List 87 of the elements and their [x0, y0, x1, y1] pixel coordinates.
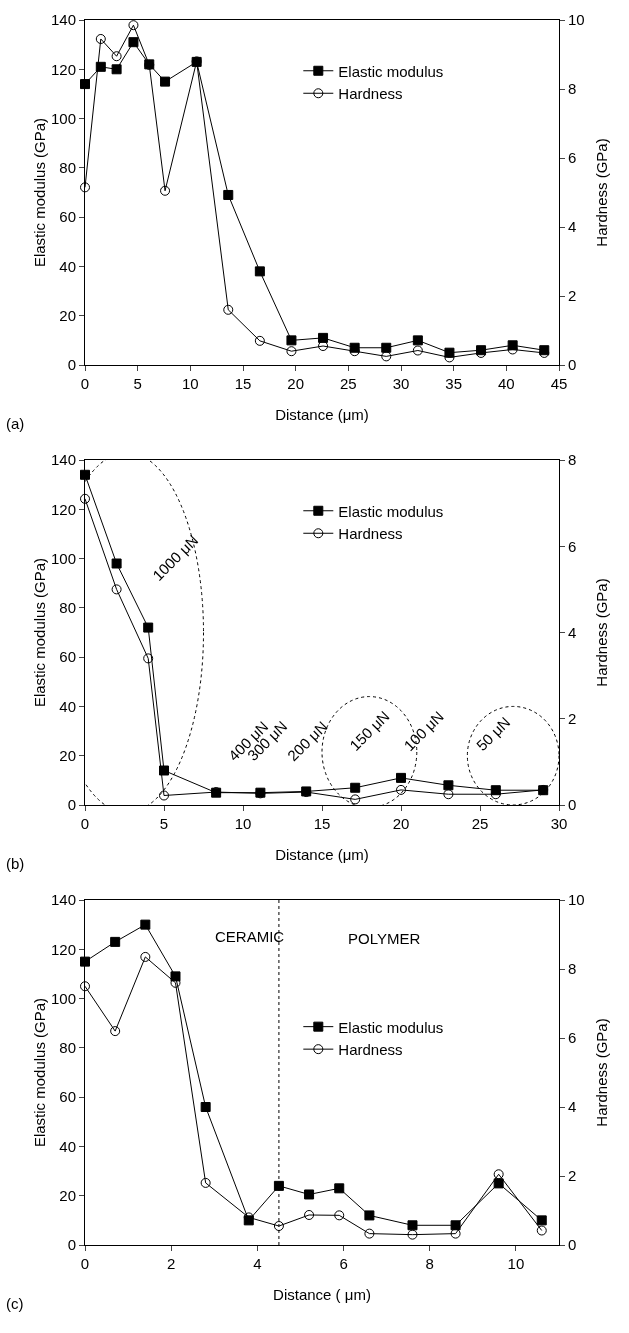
annotation: 150 μN: [346, 707, 393, 754]
y-axis-title: Elastic modulus (GPa): [31, 997, 48, 1148]
y-tick-label: 20: [59, 306, 76, 324]
y2-tick-label: 0: [568, 1236, 577, 1254]
legend-label: Hardness: [338, 85, 403, 103]
y2-tick-label: 6: [568, 149, 577, 167]
x-tick-label: 35: [445, 375, 463, 392]
y-tick-label: 140: [50, 11, 76, 29]
y-tick-label: 20: [59, 1186, 76, 1204]
y-tick-label: 0: [67, 1236, 76, 1254]
y-tick-label: 100: [50, 549, 76, 567]
y-tick-label: 60: [59, 1088, 76, 1106]
annotation: POLYMER: [348, 930, 421, 947]
legend-label: Elastic modulus: [338, 62, 444, 80]
text: (c): [6, 1295, 24, 1312]
x-tick-label: 15: [234, 375, 252, 392]
y2-axis-title: Hardness (GPa): [592, 138, 610, 247]
x-tick-label: 2: [167, 1255, 176, 1272]
x-tick-label: 20: [392, 815, 410, 832]
legend-label: Elastic modulus: [338, 1018, 444, 1036]
text: (a): [6, 415, 25, 432]
y-tick-label: 80: [59, 159, 76, 177]
x-tick-label: 5: [133, 375, 142, 392]
y-axis-title: Elastic modulus (GPa): [31, 117, 48, 268]
x-tick-label: 0: [80, 375, 90, 392]
text: (b): [6, 855, 25, 872]
y2-tick-label: 6: [568, 1029, 577, 1047]
x-tick-label: 0: [80, 1255, 90, 1272]
legend-label: Hardness: [338, 525, 403, 543]
x-tick-label: 6: [339, 1255, 348, 1272]
y2-tick-label: 8: [568, 451, 577, 469]
y-axis-title: Elastic modulus (GPa): [31, 557, 48, 708]
y-tick-label: 0: [67, 796, 76, 814]
y-tick-label: 40: [59, 1137, 76, 1155]
x-tick-label: 10: [234, 815, 252, 832]
y2-tick-label: 4: [568, 218, 577, 236]
x-tick-label: 10: [507, 1255, 525, 1272]
y-tick-label: 0: [67, 356, 76, 374]
x-tick-label: 30: [392, 375, 410, 392]
y-tick-label: 140: [50, 451, 76, 469]
x-tick-label: 5: [159, 815, 169, 832]
y2-tick-label: 10: [568, 891, 585, 909]
x-axis-title: Distance (μm): [275, 406, 369, 423]
y2-tick-label: 6: [568, 537, 577, 555]
y-tick-label: 20: [59, 746, 76, 764]
legend-label: Elastic modulus: [338, 502, 444, 520]
y-tick-label: 140: [50, 891, 76, 909]
x-tick-label: 15: [313, 815, 331, 832]
y2-tick-label: 4: [568, 1098, 577, 1116]
y2-tick-label: 10: [568, 11, 585, 29]
x-tick-label: 10: [181, 375, 199, 392]
x-tick-label: 8: [425, 1255, 434, 1272]
x-tick-label: 30: [550, 815, 568, 832]
x-tick-label: 0: [80, 815, 90, 832]
y2-tick-label: 2: [568, 1167, 577, 1185]
y-tick-label: 60: [59, 648, 76, 666]
x-tick-label: 25: [339, 375, 357, 392]
x-axis-title: Distance ( μm): [273, 1286, 371, 1303]
y-tick-label: 80: [59, 1039, 76, 1057]
y-tick-label: 100: [50, 989, 76, 1007]
y2-tick-label: 2: [568, 287, 577, 305]
x-tick-label: 4: [253, 1255, 262, 1272]
y2-axis-title: Hardness (GPa): [592, 1018, 610, 1127]
y-tick-label: 120: [50, 940, 76, 958]
x-tick-label: 25: [471, 815, 489, 832]
y-tick-label: 40: [59, 257, 76, 275]
y2-tick-label: 2: [568, 710, 577, 727]
y2-axis-title: Hardness (GPa): [592, 578, 610, 687]
y-tick-label: 120: [50, 60, 76, 78]
y-tick-label: 80: [59, 599, 76, 617]
x-axis-title: Distance (μm): [275, 846, 369, 863]
y-tick-label: 60: [59, 208, 76, 226]
y2-tick-label: 8: [568, 960, 577, 978]
annotation: 50 μN: [472, 713, 514, 754]
y-tick-label: 40: [59, 697, 76, 715]
x-tick-label: 40: [497, 375, 515, 392]
y2-tick-label: 0: [568, 796, 577, 814]
y2-tick-label: 0: [568, 356, 577, 374]
annotation: CERAMIC: [215, 928, 285, 945]
y2-tick-label: 8: [568, 80, 577, 98]
y2-tick-label: 4: [568, 623, 577, 641]
x-tick-label: 20: [287, 375, 305, 392]
annotation: 100 μN: [400, 707, 447, 755]
y-tick-label: 100: [50, 109, 76, 127]
legend-label: Hardness: [338, 1041, 403, 1058]
x-tick-label: 45: [550, 375, 568, 392]
y-tick-label: 120: [50, 500, 76, 518]
